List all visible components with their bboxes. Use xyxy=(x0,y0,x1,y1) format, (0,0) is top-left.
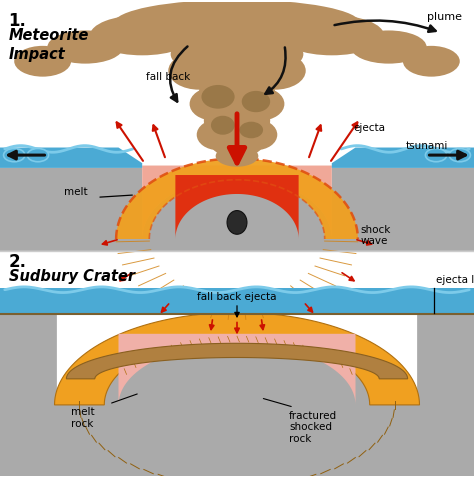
Polygon shape xyxy=(175,175,299,239)
Polygon shape xyxy=(116,158,358,239)
Ellipse shape xyxy=(403,46,460,76)
Ellipse shape xyxy=(197,120,239,150)
Ellipse shape xyxy=(3,149,25,162)
Ellipse shape xyxy=(244,52,306,90)
Text: tsunami: tsunami xyxy=(405,141,447,151)
Ellipse shape xyxy=(426,149,447,162)
Text: 2.: 2. xyxy=(9,253,27,271)
Text: fractured
shocked
rock: fractured shocked rock xyxy=(289,411,337,444)
Polygon shape xyxy=(55,313,419,405)
Text: ejecta: ejecta xyxy=(353,123,385,133)
Text: fall back: fall back xyxy=(146,72,191,82)
Ellipse shape xyxy=(227,211,247,234)
Text: shock
wave: shock wave xyxy=(360,225,391,246)
Ellipse shape xyxy=(237,87,284,120)
Ellipse shape xyxy=(211,116,235,135)
Ellipse shape xyxy=(166,4,232,38)
Ellipse shape xyxy=(216,145,258,167)
Ellipse shape xyxy=(168,52,230,90)
Polygon shape xyxy=(0,148,142,168)
Ellipse shape xyxy=(171,31,303,78)
Text: melt: melt xyxy=(64,187,88,197)
Ellipse shape xyxy=(242,4,308,38)
Ellipse shape xyxy=(114,0,360,47)
Ellipse shape xyxy=(239,122,263,138)
Ellipse shape xyxy=(27,149,49,162)
Polygon shape xyxy=(66,343,408,379)
Ellipse shape xyxy=(211,131,263,157)
Ellipse shape xyxy=(204,100,270,141)
Text: ejecta layer: ejecta layer xyxy=(436,275,474,285)
Text: melt
rock: melt rock xyxy=(71,407,95,429)
Polygon shape xyxy=(118,334,356,405)
Text: fall back ejecta: fall back ejecta xyxy=(197,292,277,302)
Ellipse shape xyxy=(90,15,194,55)
Polygon shape xyxy=(142,165,332,239)
Text: Meteorite
Impact: Meteorite Impact xyxy=(9,28,89,62)
Polygon shape xyxy=(0,315,474,476)
Polygon shape xyxy=(0,168,474,251)
Ellipse shape xyxy=(351,31,427,64)
Ellipse shape xyxy=(235,120,277,150)
Ellipse shape xyxy=(190,2,284,31)
Text: 1.: 1. xyxy=(9,12,27,31)
Ellipse shape xyxy=(449,149,470,162)
Ellipse shape xyxy=(199,68,275,116)
Ellipse shape xyxy=(14,46,71,76)
Ellipse shape xyxy=(280,15,384,55)
Ellipse shape xyxy=(190,87,237,120)
Ellipse shape xyxy=(47,31,123,64)
Ellipse shape xyxy=(201,85,235,109)
Ellipse shape xyxy=(242,91,270,112)
Text: Sudbury Crater: Sudbury Crater xyxy=(9,269,135,284)
Polygon shape xyxy=(0,288,474,315)
Polygon shape xyxy=(332,148,474,168)
Text: plume: plume xyxy=(427,12,462,22)
